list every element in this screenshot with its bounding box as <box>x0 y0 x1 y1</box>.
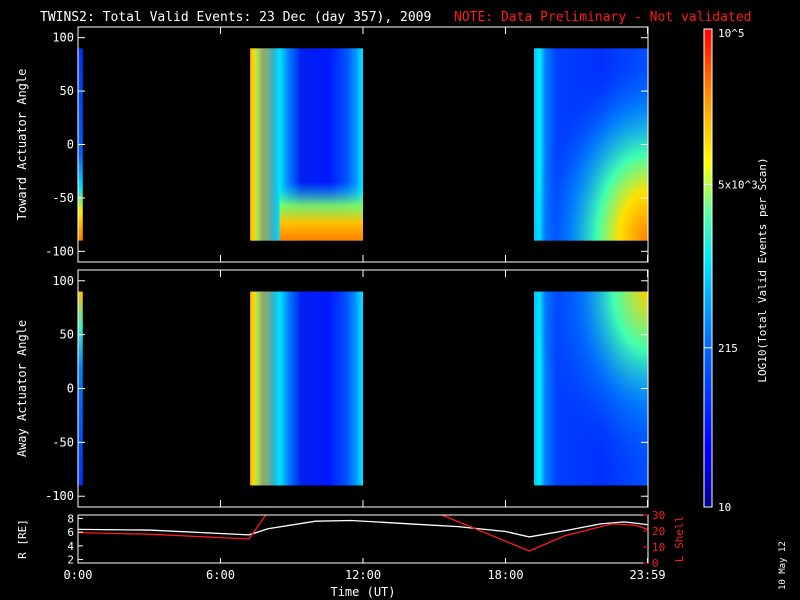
colorbar-tick-label: 5x10^3 <box>718 178 758 191</box>
y-tick-label: -50 <box>52 191 74 205</box>
y-tick-label: -100 <box>45 489 74 503</box>
y-tick-label: 50 <box>60 328 74 342</box>
y-tick-label: 4 <box>67 540 74 553</box>
y-tick-label: 50 <box>60 84 74 98</box>
x-tick-label: 12:00 <box>345 568 381 582</box>
y-tick-label: 2 <box>67 554 74 567</box>
data-block-overlay <box>250 291 280 486</box>
y-right-tick-label: 0 <box>652 557 659 570</box>
y-axis-label: Toward Actuator Angle <box>15 69 29 221</box>
y-tick-label: 6 <box>67 526 74 539</box>
y-tick-label: 0 <box>67 138 74 152</box>
high-count-region <box>279 181 363 241</box>
colorbar: 10 215 5x10^3 10^5 LOG10(Total Valid Events… <box>703 27 769 514</box>
y-right-tick-label: 30 <box>652 509 665 522</box>
plot-frame <box>77 514 649 564</box>
high-count-region <box>534 291 648 486</box>
colorbar-label: LOG10(Total Valid Events per Scan) <box>756 157 769 382</box>
x-tick-label: 0:00 <box>64 568 93 582</box>
colorbar-tick-label: 215 <box>718 342 738 355</box>
x-axis-label: Time (UT) <box>330 585 395 599</box>
l-shell-series <box>78 515 648 552</box>
y-axis-label-left: R [RE] <box>16 519 29 559</box>
y-axis-label: Away Actuator Angle <box>15 320 29 457</box>
toward-angle-spectrogram: 100 50 0 -50 -100 Toward Actuator Angle <box>15 26 649 263</box>
away-angle-spectrogram: 100 50 0 -50 -100 Away Actuator Angle <box>15 269 649 508</box>
y-tick-label: 100 <box>52 274 74 288</box>
y-right-tick-label: 20 <box>652 525 665 538</box>
colorbar-tick-label: 10^5 <box>718 27 745 40</box>
x-tick-label: 23:59 <box>629 568 665 582</box>
data-block-overlay <box>250 48 280 241</box>
date-stamp: 10 May 12 <box>778 541 788 590</box>
x-tick-label: 6:00 <box>206 568 235 582</box>
figure-title: TWINS2: Total Valid Events: 23 Dec (day … <box>40 10 431 25</box>
high-count-region <box>534 48 648 241</box>
x-tick-label: 18:00 <box>487 568 523 582</box>
colorbar-gradient <box>704 29 712 507</box>
y-tick-label: -100 <box>45 244 74 258</box>
y-axis-label-right: L Shell <box>673 516 686 562</box>
colorbar-tick-label: 10 <box>718 501 731 514</box>
y-tick-label: 100 <box>52 31 74 45</box>
y-right-tick-label: 10 <box>652 541 665 554</box>
y-tick-label: 8 <box>67 512 74 525</box>
y-tick-label: -50 <box>52 435 74 449</box>
y-tick-label: 0 <box>67 382 74 396</box>
preliminary-note: NOTE: Data Preliminary - Not validated <box>454 10 751 25</box>
